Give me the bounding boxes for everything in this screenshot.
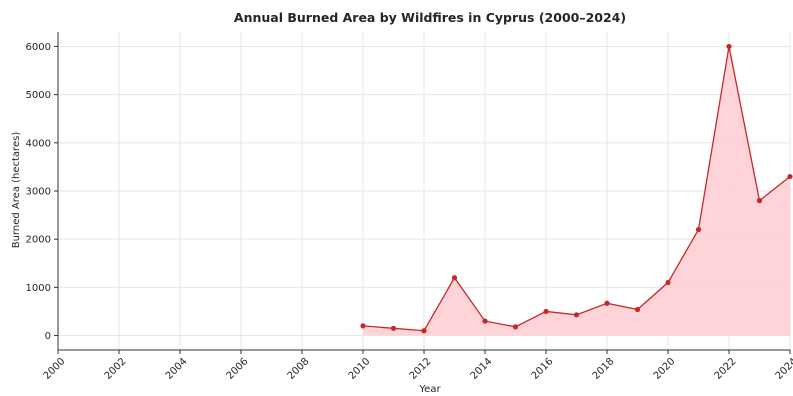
x-tick-label: 2002 [103,356,129,382]
y-tick-label: 0 [45,331,51,342]
x-tick-label: 2018 [591,356,617,382]
data-point [482,318,488,324]
x-tick-label: 2008 [286,356,312,382]
data-point [543,308,549,315]
x-tick-label: 2024 [774,356,793,382]
data-point [665,279,671,286]
data-point [634,306,641,313]
data-point [360,323,366,329]
x-tick-label: 2004 [164,356,190,382]
x-tick-label: 2022 [713,356,739,382]
x-tick-label: 2010 [347,356,373,382]
y-tick-label: 5000 [26,90,51,101]
x-tick-label: 2000 [42,356,68,382]
data-point [451,275,458,281]
x-tick-label: 2006 [225,356,251,382]
data-point [390,325,397,331]
data-point [787,173,793,180]
x-tick-label: 2020 [652,356,678,382]
y-axis-label: Burned Area (hectares) [11,132,22,249]
x-tick-label: 2014 [469,356,495,382]
data-point [726,43,732,50]
axes [54,32,791,354]
data-point [756,198,763,204]
data-point [512,324,519,330]
chart-title: Annual Burned Area by Wildfires in Cypru… [234,10,626,25]
plot-area [360,43,793,336]
data-point [573,312,580,318]
x-tick-label: 2012 [408,356,434,382]
data-point [604,300,610,306]
y-tick-label: 6000 [26,42,51,53]
area-fill [363,46,790,336]
y-tick-label: 1000 [26,283,51,294]
y-tick-label: 4000 [26,138,51,149]
data-point [695,226,702,233]
x-tick-label: 2016 [530,356,556,382]
data-point [421,328,427,334]
y-tick-label: 2000 [26,235,51,246]
x-axis-label: Year [418,384,441,392]
y-tick-label: 3000 [26,187,51,198]
